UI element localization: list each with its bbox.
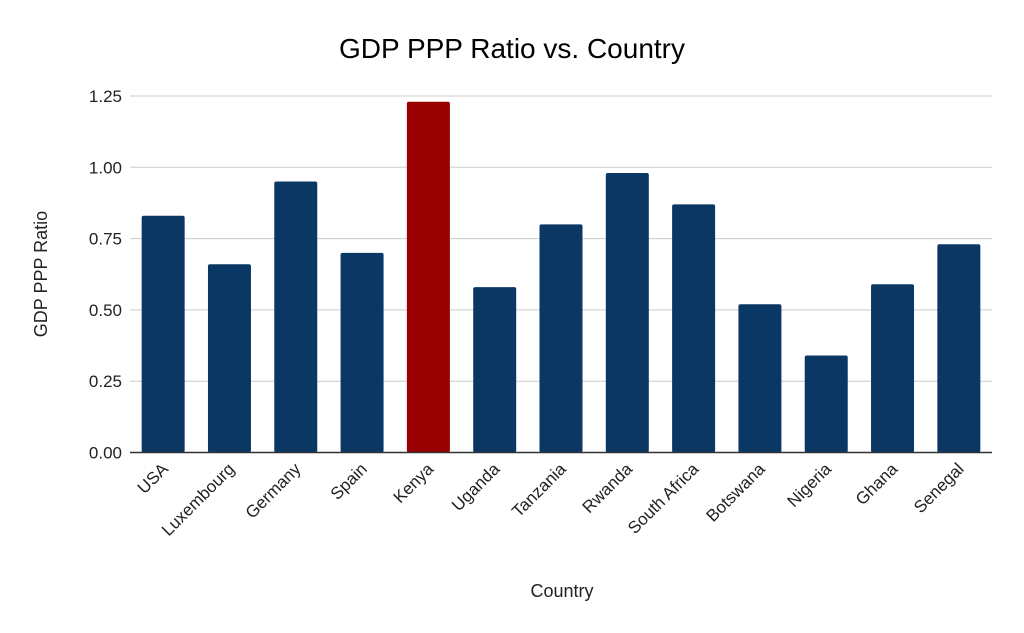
x-axis-label: Country xyxy=(530,581,593,601)
bar-tanzania xyxy=(539,224,583,453)
y-tick-label: 1.00 xyxy=(89,158,122,177)
bar-nigeria xyxy=(804,355,848,453)
bar-senegal xyxy=(937,244,981,453)
x-tick-label: Spain xyxy=(327,459,371,503)
x-tick-label: South Africa xyxy=(624,459,703,538)
y-tick-label: 0.50 xyxy=(89,301,122,320)
x-tick-label: Kenya xyxy=(390,459,438,507)
bar-germany xyxy=(274,181,318,453)
y-tick-label: 0.75 xyxy=(89,230,122,249)
y-axis-label: GDP PPP Ratio xyxy=(31,211,51,337)
x-tick-label: Rwanda xyxy=(579,459,637,517)
bar-rwanda xyxy=(605,173,649,453)
x-tick-label: Tanzania xyxy=(508,459,570,521)
bar-spain xyxy=(340,252,384,453)
y-tick-label: 0.25 xyxy=(89,372,122,391)
x-tick-label: Nigeria xyxy=(784,459,836,511)
x-tick-label: Ghana xyxy=(852,459,902,509)
x-tick-label: USA xyxy=(134,459,173,498)
chart-title: GDP PPP Ratio vs. Country xyxy=(339,33,685,64)
bar-uganda xyxy=(473,287,517,453)
y-tick-label: 1.25 xyxy=(89,87,122,106)
bar-luxembourg xyxy=(207,264,251,453)
bar-kenya xyxy=(406,101,450,453)
y-tick-label: 0.00 xyxy=(89,444,122,463)
bar-south-africa xyxy=(672,204,716,453)
x-tick-label: Uganda xyxy=(448,459,504,515)
x-tick-label: Germany xyxy=(242,459,305,522)
bar-usa xyxy=(141,215,185,453)
x-tick-label: Botswana xyxy=(703,459,770,526)
bar-botswana xyxy=(738,304,782,453)
bar-ghana xyxy=(871,284,915,453)
x-tick-label: Senegal xyxy=(910,459,968,517)
